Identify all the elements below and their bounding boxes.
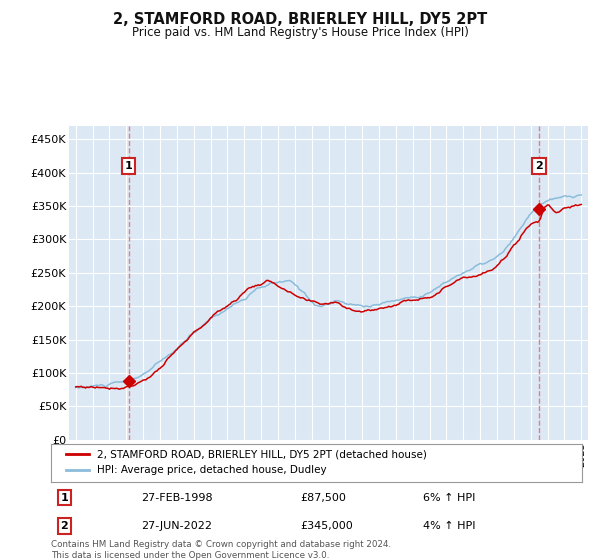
Text: 4% ↑ HPI: 4% ↑ HPI — [422, 521, 475, 531]
Text: £87,500: £87,500 — [301, 493, 346, 503]
Text: 27-JUN-2022: 27-JUN-2022 — [141, 521, 212, 531]
Text: 2: 2 — [535, 161, 543, 171]
Text: 6% ↑ HPI: 6% ↑ HPI — [422, 493, 475, 503]
Text: 27-FEB-1998: 27-FEB-1998 — [141, 493, 213, 503]
Text: Contains HM Land Registry data © Crown copyright and database right 2024.
This d: Contains HM Land Registry data © Crown c… — [51, 540, 391, 560]
Text: 2, STAMFORD ROAD, BRIERLEY HILL, DY5 2PT: 2, STAMFORD ROAD, BRIERLEY HILL, DY5 2PT — [113, 12, 487, 27]
Legend: 2, STAMFORD ROAD, BRIERLEY HILL, DY5 2PT (detached house), HPI: Average price, d: 2, STAMFORD ROAD, BRIERLEY HILL, DY5 2PT… — [62, 446, 431, 479]
Text: 2: 2 — [61, 521, 68, 531]
Text: Price paid vs. HM Land Registry's House Price Index (HPI): Price paid vs. HM Land Registry's House … — [131, 26, 469, 39]
Text: 1: 1 — [61, 493, 68, 503]
Text: 1: 1 — [125, 161, 133, 171]
Text: £345,000: £345,000 — [301, 521, 353, 531]
